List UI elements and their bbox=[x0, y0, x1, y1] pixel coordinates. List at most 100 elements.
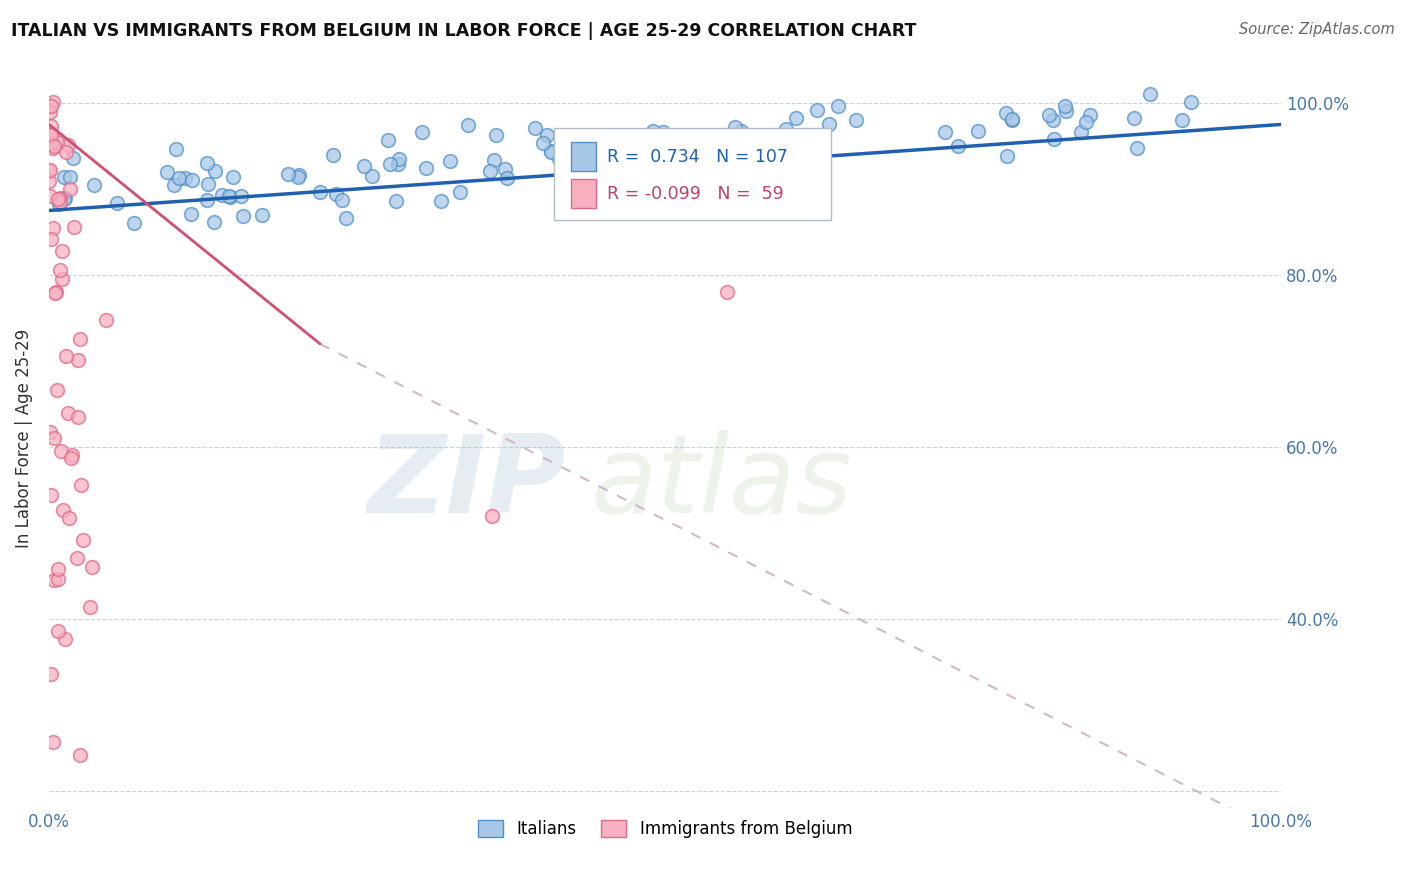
Point bbox=[613, 150, 636, 164]
Point bbox=[995, 106, 1018, 120]
Point bbox=[353, 160, 375, 174]
Point bbox=[231, 189, 253, 203]
Point bbox=[219, 190, 242, 204]
Point bbox=[72, 533, 94, 547]
Point bbox=[70, 478, 93, 492]
Point bbox=[716, 285, 738, 300]
Point bbox=[948, 139, 970, 153]
Point bbox=[845, 113, 868, 128]
Point bbox=[51, 244, 73, 259]
Point bbox=[481, 508, 503, 523]
Point bbox=[167, 171, 190, 186]
FancyBboxPatch shape bbox=[554, 128, 831, 220]
Point bbox=[46, 192, 69, 206]
Text: R =  0.734   N = 107: R = 0.734 N = 107 bbox=[607, 147, 787, 166]
Point bbox=[651, 125, 673, 139]
Point bbox=[335, 211, 357, 225]
Point bbox=[46, 383, 69, 397]
Point bbox=[48, 197, 70, 211]
Point bbox=[995, 149, 1018, 163]
Point bbox=[775, 122, 797, 136]
Point bbox=[39, 127, 62, 141]
Point bbox=[551, 145, 574, 160]
Point bbox=[1042, 132, 1064, 146]
Point bbox=[165, 142, 187, 156]
Point bbox=[827, 99, 849, 113]
Point bbox=[330, 193, 353, 207]
Point bbox=[1054, 104, 1077, 119]
Point bbox=[288, 169, 311, 183]
Point bbox=[38, 174, 60, 188]
Point bbox=[794, 128, 817, 143]
Point bbox=[309, 185, 332, 199]
Point bbox=[494, 162, 516, 177]
Point bbox=[540, 145, 562, 159]
Point bbox=[195, 193, 218, 207]
Point bbox=[53, 191, 76, 205]
Point bbox=[83, 178, 105, 192]
Point bbox=[967, 124, 990, 138]
Point bbox=[41, 136, 63, 151]
Point bbox=[122, 216, 145, 230]
Point bbox=[730, 123, 752, 137]
Point bbox=[806, 103, 828, 117]
FancyBboxPatch shape bbox=[571, 142, 596, 171]
Point bbox=[388, 152, 411, 166]
Point bbox=[49, 263, 72, 277]
Point bbox=[1038, 108, 1060, 122]
Point bbox=[56, 137, 79, 152]
Point bbox=[202, 215, 225, 229]
Point bbox=[41, 221, 63, 235]
Point bbox=[645, 136, 668, 151]
Point bbox=[79, 599, 101, 614]
Point bbox=[222, 170, 245, 185]
Point bbox=[52, 169, 75, 184]
Point bbox=[52, 193, 75, 207]
Point bbox=[41, 231, 63, 245]
Point bbox=[39, 667, 62, 681]
Point bbox=[1180, 95, 1202, 110]
Point bbox=[378, 157, 401, 171]
Point bbox=[156, 165, 179, 179]
Point bbox=[58, 406, 80, 420]
Point bbox=[46, 562, 69, 576]
Point bbox=[1170, 113, 1192, 128]
Point bbox=[180, 173, 202, 187]
Point bbox=[561, 138, 583, 153]
Point bbox=[495, 170, 517, 185]
Point bbox=[59, 170, 82, 185]
Point bbox=[252, 208, 274, 222]
Point bbox=[1042, 113, 1064, 128]
Point bbox=[67, 353, 90, 368]
Point bbox=[41, 128, 63, 143]
Point bbox=[643, 124, 665, 138]
Point bbox=[58, 511, 80, 525]
Point bbox=[411, 125, 433, 139]
Point bbox=[377, 133, 399, 147]
Point bbox=[818, 117, 841, 131]
Point bbox=[485, 128, 508, 142]
Point bbox=[439, 154, 461, 169]
Point bbox=[387, 157, 409, 171]
Point bbox=[430, 194, 453, 209]
Point bbox=[728, 138, 751, 153]
Point bbox=[38, 164, 60, 178]
Point bbox=[66, 551, 89, 566]
Point bbox=[598, 151, 620, 165]
Point bbox=[322, 148, 344, 162]
Point bbox=[45, 285, 67, 299]
Point bbox=[80, 560, 103, 574]
Point bbox=[361, 169, 384, 183]
Point bbox=[1122, 111, 1144, 125]
Point bbox=[631, 151, 654, 165]
Point bbox=[60, 448, 83, 462]
Point bbox=[42, 735, 65, 749]
Point bbox=[531, 136, 554, 151]
Point bbox=[523, 120, 546, 135]
Point bbox=[39, 425, 62, 439]
Point bbox=[540, 145, 562, 160]
Point bbox=[55, 349, 77, 363]
Point bbox=[536, 128, 558, 142]
Point bbox=[55, 145, 77, 159]
Text: ZIP: ZIP bbox=[368, 430, 567, 536]
